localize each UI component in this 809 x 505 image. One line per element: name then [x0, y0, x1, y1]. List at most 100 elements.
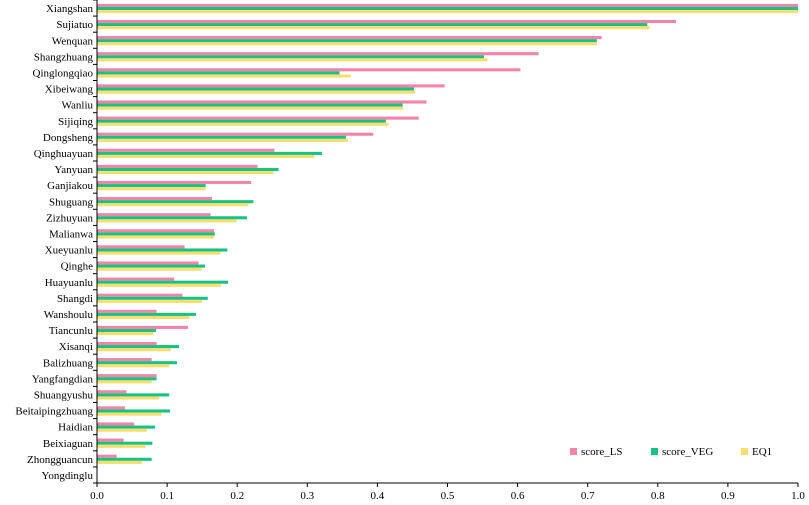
category-label: Wanshoulu — [44, 309, 94, 321]
category-labels: Xiangshan Sujiatuo Wenquan Shangzhuang Qingl… — [15, 0, 97, 484]
category-label: Yangfangdian — [32, 373, 94, 385]
bar-score-veg — [97, 216, 248, 220]
legend-swatch-eq1 — [741, 448, 748, 455]
bar-eq1 — [97, 283, 222, 287]
bar-score-veg — [97, 103, 403, 107]
legend: score_LS score_VEG EQ1 — [570, 446, 772, 458]
bar-score-veg — [97, 345, 180, 349]
category-label: Haidian — [58, 422, 93, 434]
x-tick-label: 1.0 — [791, 490, 805, 502]
category-label: Malianwa — [49, 228, 93, 240]
category-label: Huayuanlu — [45, 277, 94, 289]
bar-score-veg — [97, 457, 152, 461]
bar-score-veg — [97, 409, 170, 413]
bar-score-ls — [97, 341, 157, 346]
bar-score-ls — [97, 454, 117, 458]
bar-score-ls — [97, 164, 258, 168]
bar-eq1 — [97, 428, 147, 432]
bar-score-veg — [97, 55, 484, 59]
category-label: Sijiqing — [58, 116, 93, 128]
bar-score-ls — [97, 100, 427, 104]
category-label: Dongsheng — [43, 132, 94, 144]
legend-swatch-score-veg — [651, 448, 658, 455]
x-tick-label: 0.5 — [441, 490, 455, 502]
category-label: Xueyuanlu — [45, 245, 94, 257]
bar-score-veg — [97, 361, 177, 365]
category-label: Beixiaguan — [43, 438, 94, 450]
bar-score-veg — [97, 441, 153, 445]
bar-score-veg — [97, 425, 156, 429]
bar-score-ls — [97, 197, 212, 201]
bar-score-veg — [97, 119, 386, 123]
bar-score-veg — [97, 377, 157, 381]
bar-score-veg — [97, 151, 323, 155]
category-label: Qinglongqiao — [33, 67, 94, 79]
bar-score-ls — [97, 261, 199, 265]
x-tick-label: 0.7 — [581, 490, 595, 502]
legend-label: score_LS — [581, 446, 623, 458]
x-tick-label: 0.8 — [651, 490, 665, 502]
category-label: Xisanqi — [59, 341, 93, 353]
bar-eq1 — [97, 106, 404, 110]
bar-score-ls — [97, 277, 175, 281]
category-label: Wanliu — [62, 100, 94, 112]
bar-score-veg — [97, 248, 228, 252]
bar-score-ls — [97, 213, 211, 217]
bar-score-ls — [97, 358, 152, 362]
bar-eq1 — [97, 396, 160, 400]
bar-eq1 — [97, 332, 154, 336]
x-tick-label: 0.6 — [511, 490, 525, 502]
bar-score-ls — [97, 374, 157, 378]
bar-score-ls — [97, 229, 215, 233]
bar-score-ls — [97, 325, 189, 329]
bar-eq1 — [97, 58, 488, 62]
bar-eq1 — [97, 412, 162, 416]
bar-score-veg — [97, 184, 206, 188]
legend-label: EQ1 — [752, 446, 772, 458]
x-tick-label: 0.9 — [721, 490, 735, 502]
category-label: Xiangshan — [46, 3, 94, 15]
x-tick-label: 0.0 — [90, 490, 104, 502]
bar-score-veg — [97, 232, 215, 236]
bar-score-veg — [97, 39, 597, 43]
legend-swatch-score-ls — [570, 448, 577, 455]
bar-score-ls — [97, 148, 275, 152]
bar-score-veg — [97, 200, 254, 204]
bar-score-ls — [97, 180, 252, 185]
bar-eq1 — [97, 235, 215, 239]
bar-eq1 — [97, 251, 221, 255]
bar-eq1 — [97, 315, 190, 320]
bar-score-veg — [97, 6, 798, 11]
bar-score-ls — [97, 84, 445, 88]
bar-score-veg — [97, 312, 196, 316]
category-label: Beitaipingzhuang — [15, 406, 93, 418]
category-label: Balizhuang — [43, 357, 94, 369]
bar-eq1 — [97, 122, 389, 126]
x-tick-label: 0.3 — [300, 490, 314, 502]
bar-score-ls — [97, 116, 419, 120]
category-label: Shuangyushu — [34, 389, 94, 401]
category-label: Tiancunlu — [49, 325, 94, 337]
bar-eq1 — [97, 460, 142, 464]
bar-eq1 — [97, 10, 798, 14]
category-label: Yongdinglu — [42, 470, 94, 482]
bar-score-veg — [97, 135, 346, 139]
bar-score-ls — [97, 132, 374, 136]
bar-score-ls — [97, 19, 677, 24]
bar-score-ls — [97, 3, 798, 7]
bar-score-ls — [97, 422, 135, 426]
x-tick-label: 0.2 — [230, 490, 244, 502]
bar-eq1 — [97, 171, 274, 175]
bar-eq1 — [97, 138, 348, 142]
bar-eq1 — [97, 380, 152, 384]
bar-score-veg — [97, 280, 229, 284]
bar-score-ls — [97, 36, 602, 40]
bar-score-ls — [97, 390, 127, 394]
category-label: Yanyuan — [54, 164, 93, 176]
bar-eq1 — [97, 299, 203, 303]
x-axis-ticks: 0.0 0.1 0.2 0.3 0.4 0.5 0.6 0.7 0.8 0.9 1.0 — [90, 483, 805, 502]
x-tick-label: 0.1 — [160, 490, 174, 502]
bar-score-veg — [97, 71, 340, 75]
bar-eq1 — [97, 267, 202, 271]
